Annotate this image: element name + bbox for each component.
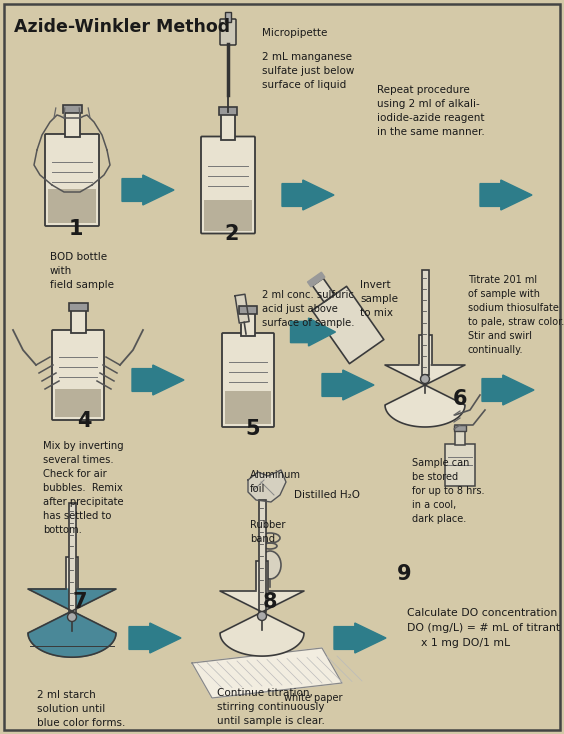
Bar [239, 306, 257, 314]
Text: 1: 1 [69, 219, 83, 239]
Bar [454, 425, 466, 431]
Polygon shape [385, 365, 465, 427]
Bar [204, 200, 252, 230]
Polygon shape [482, 375, 534, 405]
Text: Aluminum
foil: Aluminum foil [250, 470, 301, 494]
Text: 6: 6 [453, 389, 467, 409]
Bar [66, 557, 78, 591]
Text: Sample can
be stored
for up to 8 hrs.
in a cool,
dark place.: Sample can be stored for up to 8 hrs. in… [412, 458, 484, 524]
Text: 5: 5 [246, 419, 261, 439]
Polygon shape [248, 470, 286, 502]
Polygon shape [322, 370, 374, 400]
Text: Mix by inverting
several times.
Check for air
bubbles.  Remix
after precipitate
: Mix by inverting several times. Check fo… [43, 441, 124, 535]
Bar [421, 270, 429, 375]
Bar [258, 500, 266, 612]
Text: 2 mL manganese
sulfate just below
surface of liquid: 2 mL manganese sulfate just below surfac… [262, 52, 354, 90]
Bar [68, 303, 87, 311]
Bar [70, 309, 86, 333]
Polygon shape [282, 180, 334, 210]
Text: 2: 2 [224, 224, 239, 244]
Bar [455, 430, 465, 445]
Polygon shape [334, 623, 386, 653]
Bar [64, 111, 80, 137]
Circle shape [68, 612, 77, 622]
Polygon shape [480, 180, 532, 210]
Text: Distilled H₂O: Distilled H₂O [294, 490, 360, 500]
Polygon shape [129, 623, 181, 653]
Text: Micropipette: Micropipette [262, 28, 327, 38]
Polygon shape [312, 278, 334, 302]
FancyBboxPatch shape [220, 19, 236, 45]
Text: 2 ml starch
solution until
blue color forms.: 2 ml starch solution until blue color fo… [37, 690, 125, 728]
Text: Rubber
band: Rubber band [250, 520, 285, 544]
Bar [256, 561, 268, 593]
Ellipse shape [259, 551, 281, 579]
Circle shape [258, 611, 267, 620]
Text: 4: 4 [77, 411, 91, 431]
Polygon shape [290, 318, 336, 346]
Bar [219, 106, 237, 115]
Bar [418, 335, 431, 367]
Text: 7: 7 [73, 592, 87, 612]
Polygon shape [312, 286, 384, 363]
Text: Continue titration,
stirring continuously
until sample is clear.: Continue titration, stirring continuousl… [217, 688, 325, 726]
Bar [48, 189, 96, 223]
Text: 8: 8 [263, 592, 277, 612]
Text: Azide-Winkler Method: Azide-Winkler Method [14, 18, 230, 36]
Polygon shape [132, 365, 184, 395]
Bar [445, 444, 475, 486]
Text: Calculate DO concentration
DO (mg/L) = # mL of titrant
    x 1 mg DO/1 mL: Calculate DO concentration DO (mg/L) = #… [407, 608, 560, 647]
FancyBboxPatch shape [222, 333, 274, 427]
Text: Invert
sample
to mix: Invert sample to mix [360, 280, 398, 318]
Polygon shape [28, 589, 116, 657]
FancyBboxPatch shape [45, 134, 99, 226]
Bar [63, 105, 82, 113]
Polygon shape [235, 294, 249, 323]
Polygon shape [192, 648, 342, 698]
Bar [68, 503, 76, 613]
Bar [55, 389, 101, 417]
Text: BOD bottle
with
field sample: BOD bottle with field sample [50, 252, 114, 290]
FancyBboxPatch shape [201, 137, 255, 233]
Polygon shape [220, 591, 304, 656]
Circle shape [421, 374, 430, 383]
Text: 9: 9 [396, 564, 411, 584]
Text: 2 ml conc. sulfuric
acid just above
surface of sample.: 2 ml conc. sulfuric acid just above surf… [262, 290, 355, 328]
Text: Titrate 201 ml
of sample with
sodium thiosulfate
to pale, straw color.
Stir and : Titrate 201 ml of sample with sodium thi… [468, 275, 564, 355]
Text: white paper: white paper [284, 693, 342, 703]
Bar [241, 312, 255, 336]
Bar [225, 391, 271, 424]
Bar [225, 12, 231, 22]
Polygon shape [122, 175, 174, 205]
Polygon shape [307, 272, 325, 287]
Text: Repeat procedure
using 2 ml of alkali-
iodide-azide reagent
in the same manner.: Repeat procedure using 2 ml of alkali- i… [377, 85, 484, 137]
FancyBboxPatch shape [52, 330, 104, 420]
Bar [221, 112, 235, 139]
